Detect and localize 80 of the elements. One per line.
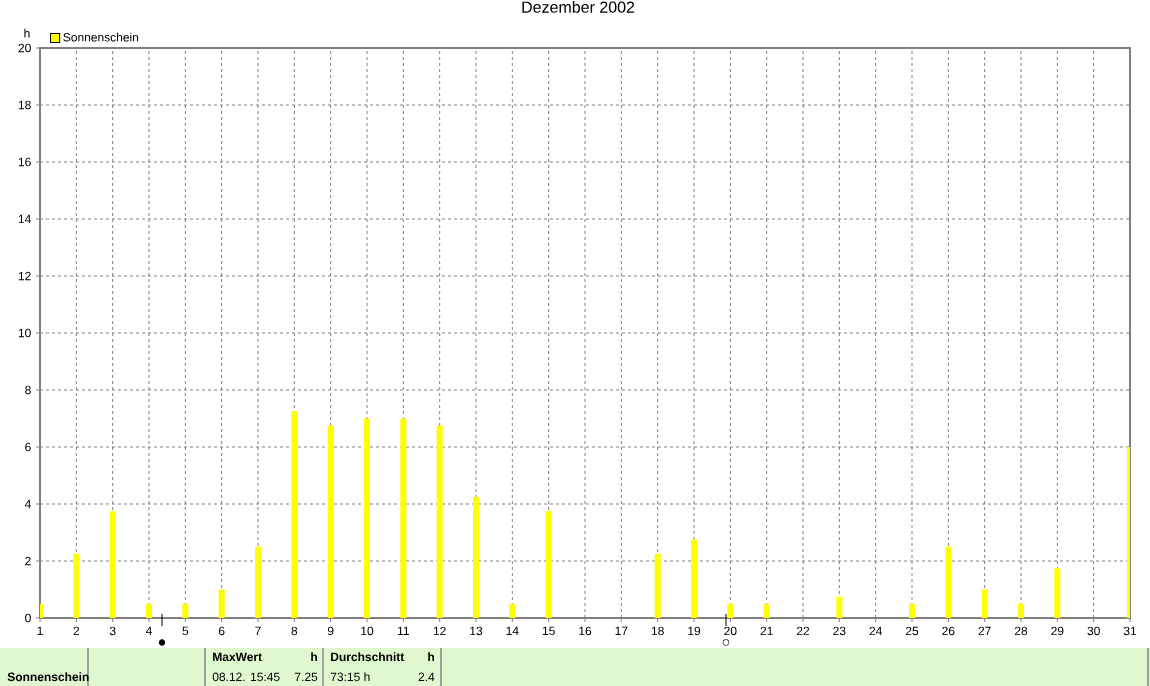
y-axis-title: h [24, 28, 30, 38]
bar [545, 511, 552, 618]
x-tick-label: 27 [978, 626, 991, 636]
bar [909, 603, 915, 618]
text: 7.25 [294, 672, 318, 682]
y-tick-label: 0 [25, 613, 31, 623]
bar [509, 603, 516, 618]
x-tick-label: 11 [398, 626, 409, 635]
bar [400, 418, 407, 618]
x-tick-label: 28 [1014, 626, 1028, 636]
x-tick-label: 19 [688, 626, 701, 636]
bar [436, 425, 443, 618]
bar [1054, 568, 1061, 618]
chart-title: Dezember 2002 [522, 1, 635, 13]
y-tick-label: 10 [18, 328, 31, 338]
x-tick-label: 6 [218, 626, 225, 636]
text: Sonnenschein [7, 672, 89, 682]
x-tick-label: 14 [506, 626, 519, 635]
bar [327, 425, 334, 618]
x-tick-label: 26 [942, 626, 955, 636]
bar [836, 596, 843, 618]
text: h [428, 652, 434, 661]
x-tick-label: 24 [869, 626, 882, 636]
x-tick-label: 8 [291, 626, 298, 636]
bar [218, 589, 225, 618]
text: MaxWert [213, 652, 262, 662]
legend-label: Sonnenschein [63, 32, 139, 42]
x-tick-label: 3 [109, 626, 116, 636]
bar [109, 511, 116, 618]
x-tick-label: 30 [1087, 626, 1100, 636]
y-tick-label: 2 [25, 556, 31, 566]
x-tick-label: 18 [651, 626, 664, 636]
x-tick-label: 31 [1123, 626, 1137, 636]
bar [691, 539, 697, 618]
x-tick-label: 22 [796, 626, 810, 636]
x-tick-label: 23 [833, 626, 846, 636]
y-tick-label: 4 [24, 499, 31, 509]
bar [1018, 603, 1024, 618]
bar [727, 603, 734, 618]
bar [654, 553, 661, 618]
x-tick-label: 2 [73, 626, 80, 636]
text: ● [158, 639, 166, 646]
bar [981, 589, 988, 618]
x-tick-label: 9 [327, 626, 334, 636]
y-tick-label: 18 [18, 100, 31, 110]
y-tick-label: 6 [25, 442, 31, 452]
x-tick-label: 20 [724, 626, 737, 636]
x-tick-label: 29 [1051, 626, 1064, 636]
bar [364, 418, 370, 618]
text: ○ [722, 639, 730, 646]
y-tick-label: 16 [18, 157, 31, 167]
text: h [311, 652, 317, 661]
x-tick-label: 4 [145, 626, 152, 635]
bar [473, 496, 479, 618]
text: 08.12. 15:45 [212, 672, 280, 682]
x-tick-label: 17 [615, 626, 628, 635]
bar [73, 553, 80, 618]
y-tick-label: 14 [18, 214, 31, 224]
x-tick-label: 5 [182, 626, 189, 636]
bar [763, 603, 770, 618]
bar [182, 603, 189, 618]
x-tick-label: 7 [255, 626, 261, 635]
x-tick-label: 25 [905, 626, 919, 636]
y-tick-label: 20 [18, 43, 31, 53]
x-tick-label: 21 [760, 626, 773, 636]
bar [146, 603, 152, 618]
bar [945, 546, 952, 618]
bar [255, 546, 261, 618]
bar [291, 411, 298, 618]
x-tick-label: 12 [433, 626, 446, 636]
y-tick-label: 12 [18, 271, 31, 281]
text: 2.4 [418, 672, 435, 681]
x-tick-label: 13 [470, 626, 483, 636]
x-tick-label: 1 [37, 626, 43, 635]
x-tick-label: 10 [361, 626, 374, 636]
text: 73:15 h [330, 672, 370, 682]
x-tick-label: 15 [542, 626, 555, 636]
x-tick-label: 16 [579, 626, 592, 636]
y-tick-label: 8 [25, 385, 31, 395]
text: Durchschnitt [331, 652, 405, 662]
